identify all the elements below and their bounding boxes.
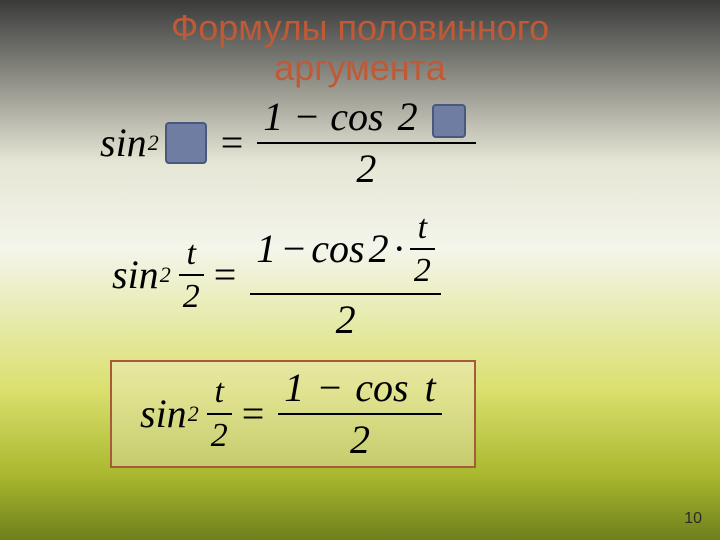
eq1-cos-arg-placeholder-icon — [432, 104, 466, 138]
eq3-exp: 2 — [188, 402, 199, 426]
eq2-num-one: 1 — [256, 227, 276, 271]
eq2-num-minus: − — [280, 227, 307, 271]
eq2-equals: = — [214, 253, 237, 297]
eq2-numerator: 1 − cos 2 · t 2 — [250, 209, 441, 290]
eq1-numerator: 1 − cos 2 — [257, 95, 475, 139]
eq2-inner-den: 2 — [410, 252, 435, 289]
eq2-lhs-arg-bar — [179, 274, 204, 276]
eq2-num-inner-fraction: t 2 — [410, 209, 435, 290]
slide: Формулы половинного аргумента sin 2 = 1 … — [0, 0, 720, 540]
formula-2: sin 2 t 2 = 1 − cos 2 · t 2 — [112, 209, 620, 342]
eq1-num-cos: cos — [330, 94, 383, 139]
eq3-lhs-arg-fraction: t 2 — [207, 373, 232, 454]
eq3-lhs-arg-bar — [207, 413, 232, 415]
eq2-lhs-arg-num: t — [182, 235, 199, 272]
eq2-inner-bar — [410, 248, 435, 250]
formula-1: sin 2 = 1 − cos 2 2 — [100, 95, 620, 191]
title-region: Формулы половинного аргумента — [0, 8, 720, 89]
eq1-fraction-bar — [257, 142, 475, 144]
eq1-exp: 2 — [148, 131, 159, 155]
eq2-inner-num: t — [414, 209, 431, 246]
eq2-lhs-arg-fraction: t 2 — [179, 235, 204, 316]
eq1-num-one: 1 — [263, 94, 283, 139]
page-number: 10 — [684, 510, 702, 528]
eq3-equals: = — [242, 392, 265, 436]
eq1-arg-placeholder-icon — [165, 122, 207, 164]
eq1-num-coef: 2 — [398, 94, 418, 139]
eq2-lhs-arg-den: 2 — [179, 278, 204, 315]
eq3-fraction-bar — [278, 413, 441, 415]
eq3-numerator: 1 − cos t — [278, 366, 441, 410]
formula-3: sin 2 t 2 = 1 − cos t 2 — [140, 366, 446, 462]
eq3-rhs-fraction: 1 − cos t 2 — [278, 366, 441, 462]
eq1-sin: sin — [100, 121, 147, 165]
slide-title: Формулы половинного аргумента — [131, 8, 589, 89]
eq2-num-dot: · — [389, 227, 410, 271]
eq3-lhs-arg-num: t — [210, 373, 227, 410]
eq3-num-minus: − — [316, 365, 343, 410]
formula-area: sin 2 = 1 − cos 2 2 sin 2 t — [100, 95, 620, 468]
eq3-denominator: 2 — [344, 418, 376, 462]
eq2-fraction-bar — [250, 293, 441, 295]
eq2-rhs-fraction: 1 − cos 2 · t 2 2 — [250, 209, 441, 342]
eq3-num-arg: t — [425, 365, 436, 410]
eq3-num-cos: cos — [355, 365, 408, 410]
eq2-sin: sin — [112, 253, 159, 297]
eq1-num-minus: − — [293, 94, 320, 139]
eq1-rhs-fraction: 1 − cos 2 2 — [257, 95, 475, 191]
eq2-denominator: 2 — [330, 298, 362, 342]
eq1-denominator: 2 — [350, 147, 382, 191]
eq1-equals: = — [221, 121, 244, 165]
eq2-exp: 2 — [160, 263, 171, 287]
formula-3-frame: sin 2 t 2 = 1 − cos t 2 — [110, 360, 476, 468]
eq2-num-cos: cos — [311, 227, 364, 271]
eq3-sin: sin — [140, 392, 187, 436]
eq3-num-one: 1 — [284, 365, 304, 410]
eq3-lhs-arg-den: 2 — [207, 417, 232, 454]
eq2-num-coef: 2 — [369, 227, 389, 271]
